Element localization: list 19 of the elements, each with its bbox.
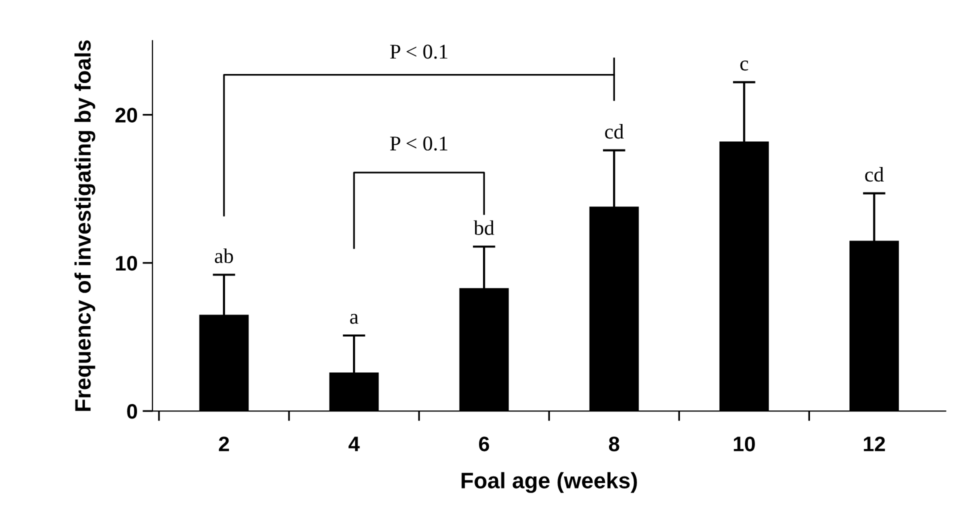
annotation: ab <box>214 248 234 264</box>
annotation: P < 0.1 <box>390 136 448 151</box>
annotation: cd <box>865 166 884 182</box>
y-tick-label: 10 <box>116 256 138 271</box>
x-tick-label: 8 <box>608 436 620 452</box>
x-tick-label: 10 <box>734 436 755 452</box>
annotation: c <box>740 60 748 71</box>
annotation: P < 0.1 <box>390 44 448 59</box>
annotation: cd <box>605 124 624 139</box>
x-tick-label: 2 <box>218 436 229 452</box>
annotation: bd <box>474 220 494 235</box>
annotation: a <box>350 314 358 324</box>
x-tick-label: 6 <box>479 436 490 452</box>
x-tick-label: 4 <box>348 436 360 452</box>
x-axis-title: Foal age (weeks) <box>462 472 637 493</box>
y-tick-label: 0 <box>127 404 138 419</box>
y-tick-label: 20 <box>115 108 138 123</box>
y-axis-title: Frequency of investigating by foals <box>74 40 96 411</box>
x-tick-label: 12 <box>864 436 885 452</box>
